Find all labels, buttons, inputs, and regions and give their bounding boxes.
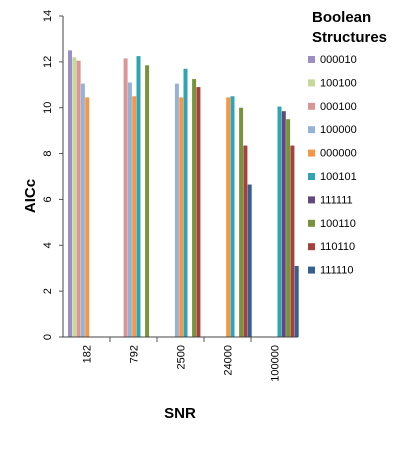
x-tick-label: 2500 xyxy=(176,345,188,369)
bar xyxy=(247,184,252,337)
bar xyxy=(239,107,244,337)
legend: Boolean Structures 000010 100100 000100 10000… xyxy=(308,9,387,277)
y-tick-label: 10 xyxy=(42,102,54,114)
bar xyxy=(68,50,72,338)
bar xyxy=(290,145,295,337)
x-axis-title: SNR xyxy=(164,405,196,422)
legend-label: 000100 xyxy=(320,101,357,113)
legend-swatch xyxy=(308,196,315,204)
y-tick-label: 8 xyxy=(42,151,54,157)
y-tick-label: 12 xyxy=(42,56,54,68)
bar xyxy=(183,68,188,337)
bar xyxy=(179,97,184,338)
bar xyxy=(76,60,81,337)
bar xyxy=(294,265,299,337)
bar xyxy=(85,97,90,338)
bar xyxy=(192,79,197,337)
legend-label: 100000 xyxy=(320,124,357,136)
y-axis-title: AICc xyxy=(22,179,39,213)
legend-swatch xyxy=(308,243,315,251)
x-tick-label: 182 xyxy=(82,345,94,363)
legend-label: 111111 xyxy=(320,194,353,206)
y-tick-label: 14 xyxy=(42,10,54,22)
bar xyxy=(80,83,85,337)
bar xyxy=(72,57,77,338)
legend-label: 111110 xyxy=(320,265,353,277)
bar xyxy=(243,145,248,337)
x-tick-label: 792 xyxy=(129,345,141,363)
legend-label: 000010 xyxy=(320,54,357,66)
bar xyxy=(286,119,291,337)
bar xyxy=(132,96,137,337)
legend-swatch xyxy=(308,79,315,87)
legend-label: 000000 xyxy=(320,148,357,160)
bar xyxy=(281,111,286,338)
y-tick-label: 0 xyxy=(42,334,54,340)
legend-title: Structures xyxy=(312,29,387,46)
legend-swatch xyxy=(308,219,315,227)
legend-label: 100100 xyxy=(320,77,357,89)
y-tick-label: 4 xyxy=(42,242,54,248)
legend-swatch xyxy=(308,266,315,274)
bar xyxy=(230,96,235,337)
legend-label: 100101 xyxy=(320,171,357,183)
y-tick-label: 2 xyxy=(42,288,54,294)
legend-swatch xyxy=(308,102,315,110)
y-axis-ticks: 0 2 4 6 8 10 12 14 xyxy=(42,10,63,340)
legend-swatch xyxy=(308,149,315,157)
bar xyxy=(174,83,179,337)
legend-swatch xyxy=(308,173,315,180)
bar xyxy=(277,106,282,337)
bar xyxy=(226,97,231,338)
x-axis-ticks: 182 792 2500 24000 100000 xyxy=(82,337,282,382)
legend-swatch xyxy=(308,126,315,134)
bar xyxy=(136,56,141,337)
legend-label: 100110 xyxy=(320,218,356,230)
bars xyxy=(68,50,299,338)
x-tick-label: 24000 xyxy=(223,345,235,376)
bar xyxy=(196,87,201,337)
x-tick-label: 100000 xyxy=(270,345,282,382)
y-tick-label: 6 xyxy=(42,196,54,202)
bar xyxy=(127,82,132,337)
legend-label: 110110 xyxy=(320,241,355,253)
bar xyxy=(123,58,128,338)
legend-swatch xyxy=(308,56,315,63)
axes xyxy=(62,16,298,338)
legend-title: Boolean xyxy=(312,9,371,26)
bar xyxy=(145,65,150,338)
